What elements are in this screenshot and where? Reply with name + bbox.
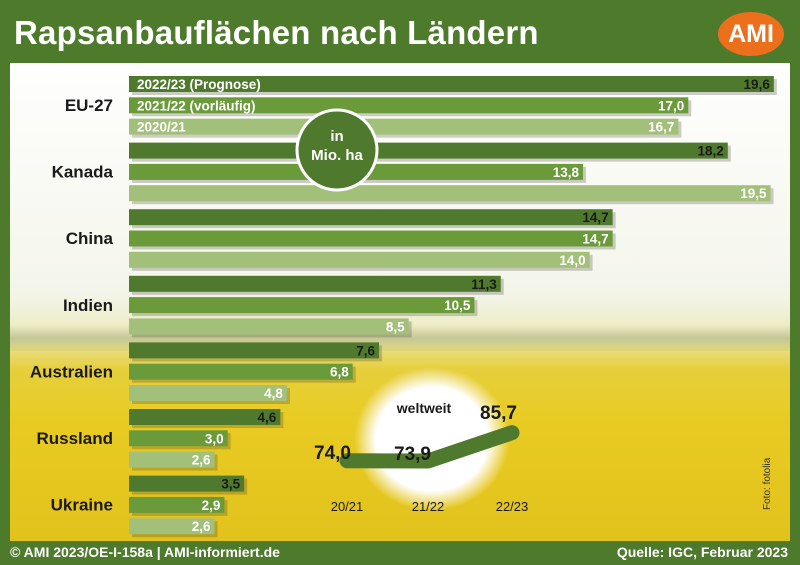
bar-value-label: 13,8	[553, 165, 580, 180]
bar	[129, 430, 228, 447]
world-line	[339, 425, 520, 469]
bar-value-label: 3,5	[221, 477, 240, 492]
bar	[129, 409, 281, 425]
bar	[129, 230, 613, 247]
bar-value-label: 4,8	[264, 386, 283, 401]
bar-value-label: 19,6	[744, 77, 771, 92]
world-value-label: 85,7	[480, 403, 517, 424]
world-x-tick: 20/21	[331, 499, 364, 514]
bar-value-label: 19,5	[740, 186, 767, 201]
ami-logo: AMI	[718, 12, 784, 56]
legend-label: 2021/22 (vorläufig)	[137, 98, 256, 113]
bar-value-label: 3,0	[205, 431, 224, 446]
chart-panel: EU-27 19,6 17,0 16,7 Kanada 18,2 13,8 19,5 China…	[10, 63, 790, 541]
bar	[129, 297, 475, 314]
bar	[129, 518, 215, 535]
bar-value-label: 18,2	[697, 144, 723, 159]
world-x-tick: 22/23	[496, 499, 529, 514]
bar	[129, 496, 225, 513]
copyright-footer: © AMI 2023/OE-I-158a | AMI-informiert.de	[10, 544, 280, 560]
legend-label: 2022/23 (Prognose)	[137, 77, 261, 92]
bar-value-label: 4,6	[258, 410, 277, 425]
bar-value-label: 6,8	[330, 365, 349, 380]
category-label: EU-27	[65, 96, 113, 115]
bar-value-label: 8,5	[386, 319, 405, 334]
world-value-label: 73,9	[394, 444, 431, 465]
bar-value-label: 14,0	[559, 253, 585, 268]
category-label: Australien	[30, 362, 113, 381]
category-label: Kanada	[52, 163, 114, 182]
bar	[129, 385, 287, 401]
bar	[129, 342, 380, 359]
bar-value-label: 11,3	[471, 277, 497, 292]
bar-chart: EU-27 19,6 17,0 16,7 Kanada 18,2 13,8 19,5 China…	[30, 76, 777, 538]
world-x-tick: 21/22	[412, 499, 445, 514]
bar	[129, 185, 771, 202]
unit-label-line1: in	[330, 128, 343, 145]
bar	[129, 451, 215, 468]
bar-value-label: 14,7	[582, 232, 608, 247]
page-title: Rapsanbauflächen nach Ländern	[14, 14, 539, 51]
category-label: China	[66, 229, 114, 248]
bar-value-label: 10,5	[444, 298, 471, 313]
bar	[129, 251, 590, 268]
bar-value-label: 16,7	[648, 120, 674, 135]
unit-label-line2: Mio. ha	[311, 147, 363, 164]
bar-value-label: 2,6	[192, 519, 211, 534]
bar-value-label: 17,0	[658, 98, 684, 113]
bar	[129, 142, 728, 159]
bar	[129, 118, 679, 135]
world-title: weltweit	[396, 400, 452, 416]
bar	[129, 76, 774, 92]
bar-value-label: 7,6	[356, 343, 375, 358]
unit-badge	[295, 108, 379, 192]
bar	[129, 475, 245, 492]
bar	[129, 209, 613, 226]
bar	[129, 275, 501, 292]
world-value-label: 74,0	[314, 443, 351, 464]
bar	[129, 363, 353, 380]
category-label: Russland	[36, 429, 113, 448]
bar-value-label: 14,7	[582, 210, 608, 225]
bar	[129, 318, 409, 335]
category-label: Ukraine	[51, 496, 113, 515]
legend-label: 2020/21	[137, 120, 186, 135]
bar-value-label: 2,9	[202, 498, 221, 513]
category-label: Indien	[63, 296, 113, 315]
source-footer: Quelle: IGC, Februar 2023	[616, 544, 788, 560]
world-inset-glow	[354, 367, 510, 511]
bar-value-label: 2,6	[192, 453, 211, 468]
photo-credit: Foto: fotolia	[762, 457, 773, 510]
bar	[129, 97, 689, 114]
